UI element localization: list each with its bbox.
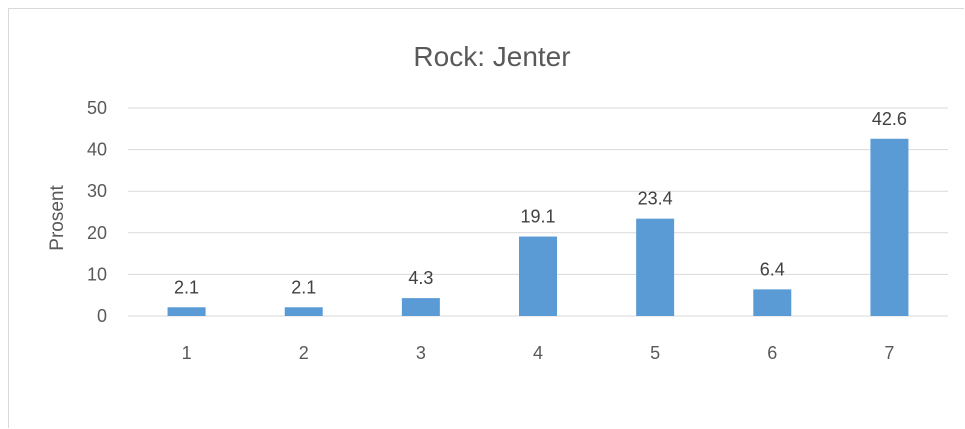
x-tick-label: 3 — [416, 343, 426, 363]
x-tick-label: 6 — [767, 343, 777, 363]
x-tick-label: 7 — [884, 343, 894, 363]
bar — [753, 289, 792, 316]
data-label: 6.4 — [760, 259, 785, 279]
chart-frame — [8, 8, 964, 428]
x-tick-label: 2 — [299, 343, 309, 363]
y-tick-label: 30 — [87, 181, 107, 201]
data-label: 23.4 — [638, 189, 673, 209]
x-tick-label: 4 — [533, 343, 543, 363]
bar — [401, 298, 440, 316]
x-tick-label: 5 — [650, 343, 660, 363]
y-tick-label: 0 — [97, 306, 107, 326]
bar — [870, 138, 909, 316]
bar — [167, 307, 206, 316]
y-tick-label: 20 — [87, 223, 107, 243]
x-tick-label: 1 — [182, 343, 192, 363]
data-label: 2.1 — [174, 277, 199, 297]
bar — [519, 236, 557, 316]
y-tick-label: 50 — [87, 98, 107, 118]
y-axis-label: Prosent — [47, 185, 68, 251]
data-label: 19.1 — [520, 207, 555, 227]
bar — [284, 307, 323, 316]
bar — [636, 218, 675, 316]
data-label: 4.3 — [408, 268, 433, 288]
y-tick-label: 40 — [87, 140, 107, 160]
data-label: 2.1 — [291, 277, 316, 297]
y-tick-label: 10 — [87, 264, 107, 284]
chart-title: Rock: Jenter — [413, 41, 570, 72]
data-label: 42.6 — [872, 109, 907, 129]
